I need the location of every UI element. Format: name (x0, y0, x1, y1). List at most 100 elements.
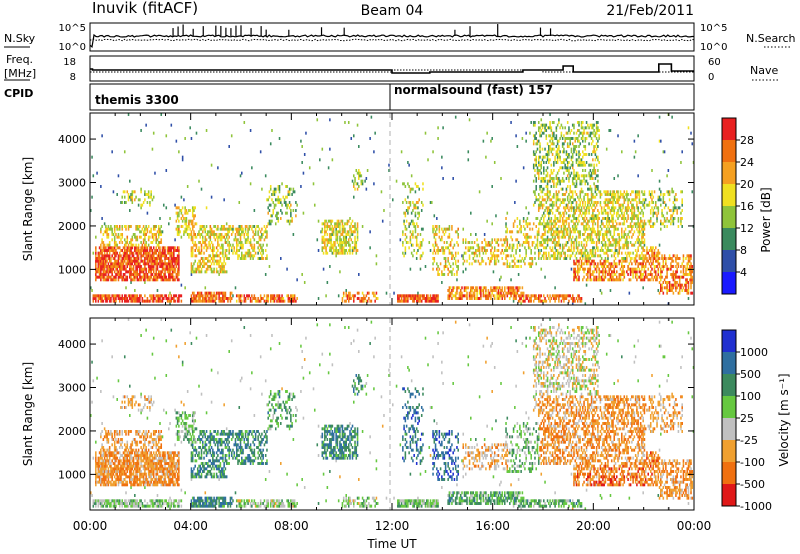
power-cell (464, 238, 467, 242)
power-cell (249, 297, 252, 300)
power-cell (448, 286, 451, 290)
power-cell (302, 211, 305, 215)
power-cell (573, 262, 575, 266)
power-cell (575, 235, 578, 239)
power-cell (332, 230, 335, 234)
power-cell (417, 233, 419, 236)
power-cell (140, 267, 142, 271)
power-cell (107, 262, 110, 266)
power-cell (565, 227, 568, 231)
power-cell (588, 233, 590, 236)
power-cell (428, 297, 431, 300)
power-cell (514, 219, 516, 223)
power-cell (434, 241, 437, 244)
power-cell (539, 203, 541, 207)
power-cell (524, 257, 526, 260)
power-cell (130, 265, 132, 268)
power-cell (175, 249, 178, 252)
power-cell (478, 249, 481, 252)
power-cell (576, 278, 579, 282)
power-cell (563, 233, 565, 236)
power-cell (220, 267, 223, 271)
power-cell (580, 198, 583, 202)
power-cell (568, 201, 570, 204)
power-cell (468, 297, 471, 300)
power-cell (483, 294, 486, 298)
power-cell (110, 267, 112, 271)
power-cell (207, 299, 209, 303)
power-cell (551, 249, 554, 252)
power-cell (337, 225, 340, 228)
power-cell (561, 177, 564, 180)
power-cell (346, 219, 349, 223)
power-cell (111, 267, 113, 271)
power-cell (558, 294, 560, 298)
power-cell (150, 265, 152, 268)
power-cell (152, 270, 155, 274)
power-cell (131, 198, 134, 202)
power-cell (136, 262, 139, 266)
power-cell (210, 163, 213, 167)
power-cell (356, 235, 359, 239)
power-cell (170, 265, 173, 268)
power-cell (217, 227, 219, 231)
power-cell (604, 251, 607, 255)
power-cell (185, 222, 188, 226)
power-cell (525, 297, 527, 300)
power-cell (592, 254, 594, 258)
power-cell (583, 206, 585, 210)
power-cell (183, 217, 185, 220)
power-cell (563, 147, 565, 151)
power-cell (121, 278, 124, 282)
power-cell (464, 267, 467, 271)
power-cell (496, 294, 498, 298)
power-cell (578, 278, 580, 282)
power-cell (136, 278, 139, 282)
power-cell (540, 179, 543, 183)
power-cell (592, 195, 594, 199)
power-cell (540, 190, 543, 194)
power-cell (409, 187, 412, 191)
power-cell (402, 241, 404, 244)
power-cell (200, 262, 203, 266)
power-cell (144, 251, 146, 255)
power-cell (417, 217, 419, 220)
power-cell (546, 219, 549, 223)
power-cell (428, 241, 431, 244)
power-cell (613, 209, 616, 212)
power-cell (467, 246, 470, 250)
power-cell (607, 198, 609, 202)
power-cell (146, 227, 149, 231)
power-cell (402, 294, 404, 298)
power-cell (121, 259, 124, 263)
power-cell (532, 153, 535, 156)
power-cell (598, 273, 600, 276)
power-cell (409, 203, 412, 207)
power-cell (449, 265, 452, 268)
power-cell (483, 286, 486, 290)
power-cell (573, 147, 575, 151)
power-cell (136, 267, 139, 271)
noise-search-line (89, 38, 695, 42)
power-cell (140, 294, 142, 298)
power-cell (609, 243, 612, 247)
power-cell (548, 230, 550, 234)
power-cell (205, 257, 208, 260)
power-cell (178, 270, 180, 274)
power-cell (578, 145, 580, 148)
power-cell (115, 265, 117, 268)
power-cell (242, 257, 244, 260)
power-cell (154, 278, 156, 282)
power-cell (142, 249, 145, 252)
power-cell (155, 265, 157, 268)
power-cell (432, 257, 434, 260)
power-cell (156, 257, 159, 260)
power-cell (151, 259, 154, 263)
power-cell (251, 254, 253, 258)
power-cell (568, 126, 570, 130)
power-cell (356, 222, 359, 226)
power-cell (144, 193, 146, 196)
power-cell (539, 147, 541, 151)
power-cell (594, 145, 597, 148)
power-cell (356, 182, 359, 186)
